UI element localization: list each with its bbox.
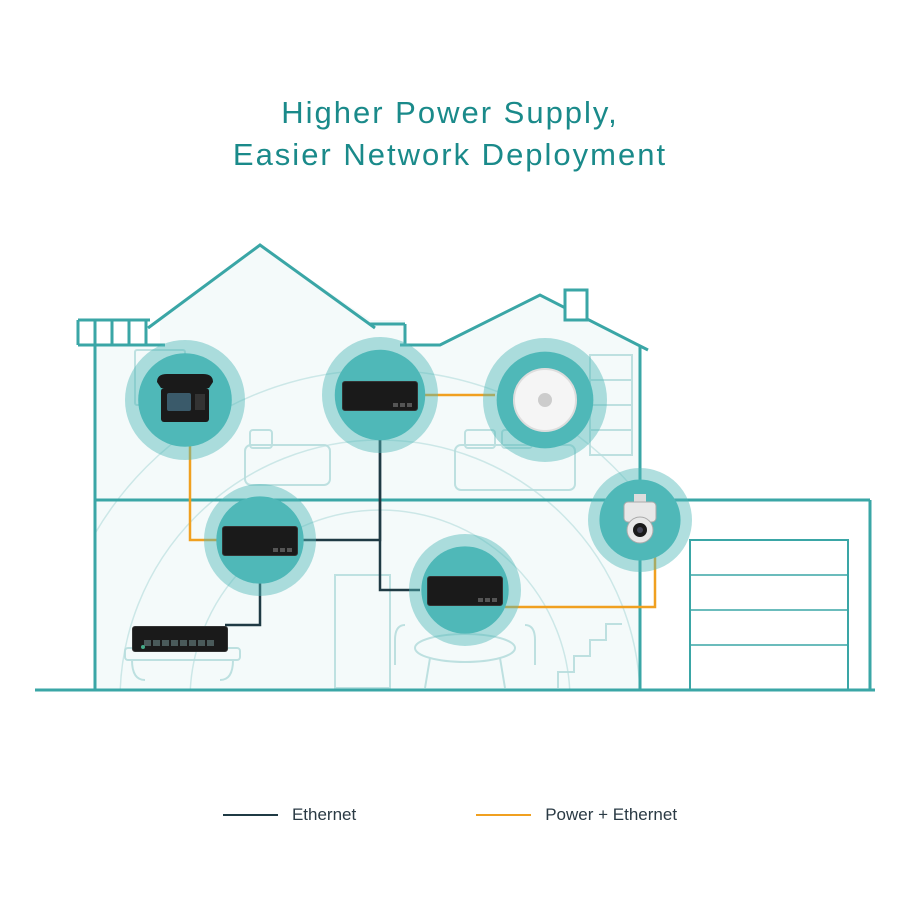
title-line2: Easier Network Deployment (0, 134, 900, 176)
legend-ethernet-label: Ethernet (292, 805, 356, 825)
switch-icon (427, 576, 503, 606)
legend-power-line (476, 814, 531, 816)
legend-power-ethernet: Power + Ethernet (476, 805, 677, 825)
camera-icon (616, 492, 664, 551)
legend-ethernet: Ethernet (223, 805, 356, 825)
legend: Ethernet Power + Ethernet (0, 805, 900, 825)
page-title: Higher Power Supply, Easier Network Depl… (0, 92, 900, 176)
switch-icon (222, 526, 298, 556)
phone-icon (153, 370, 217, 433)
switch-icon (342, 381, 418, 411)
title-line1: Higher Power Supply, (0, 92, 900, 134)
ap-icon (513, 368, 577, 432)
legend-ethernet-line (223, 814, 278, 816)
legend-power-label: Power + Ethernet (545, 805, 677, 825)
hub-icon (132, 626, 228, 652)
